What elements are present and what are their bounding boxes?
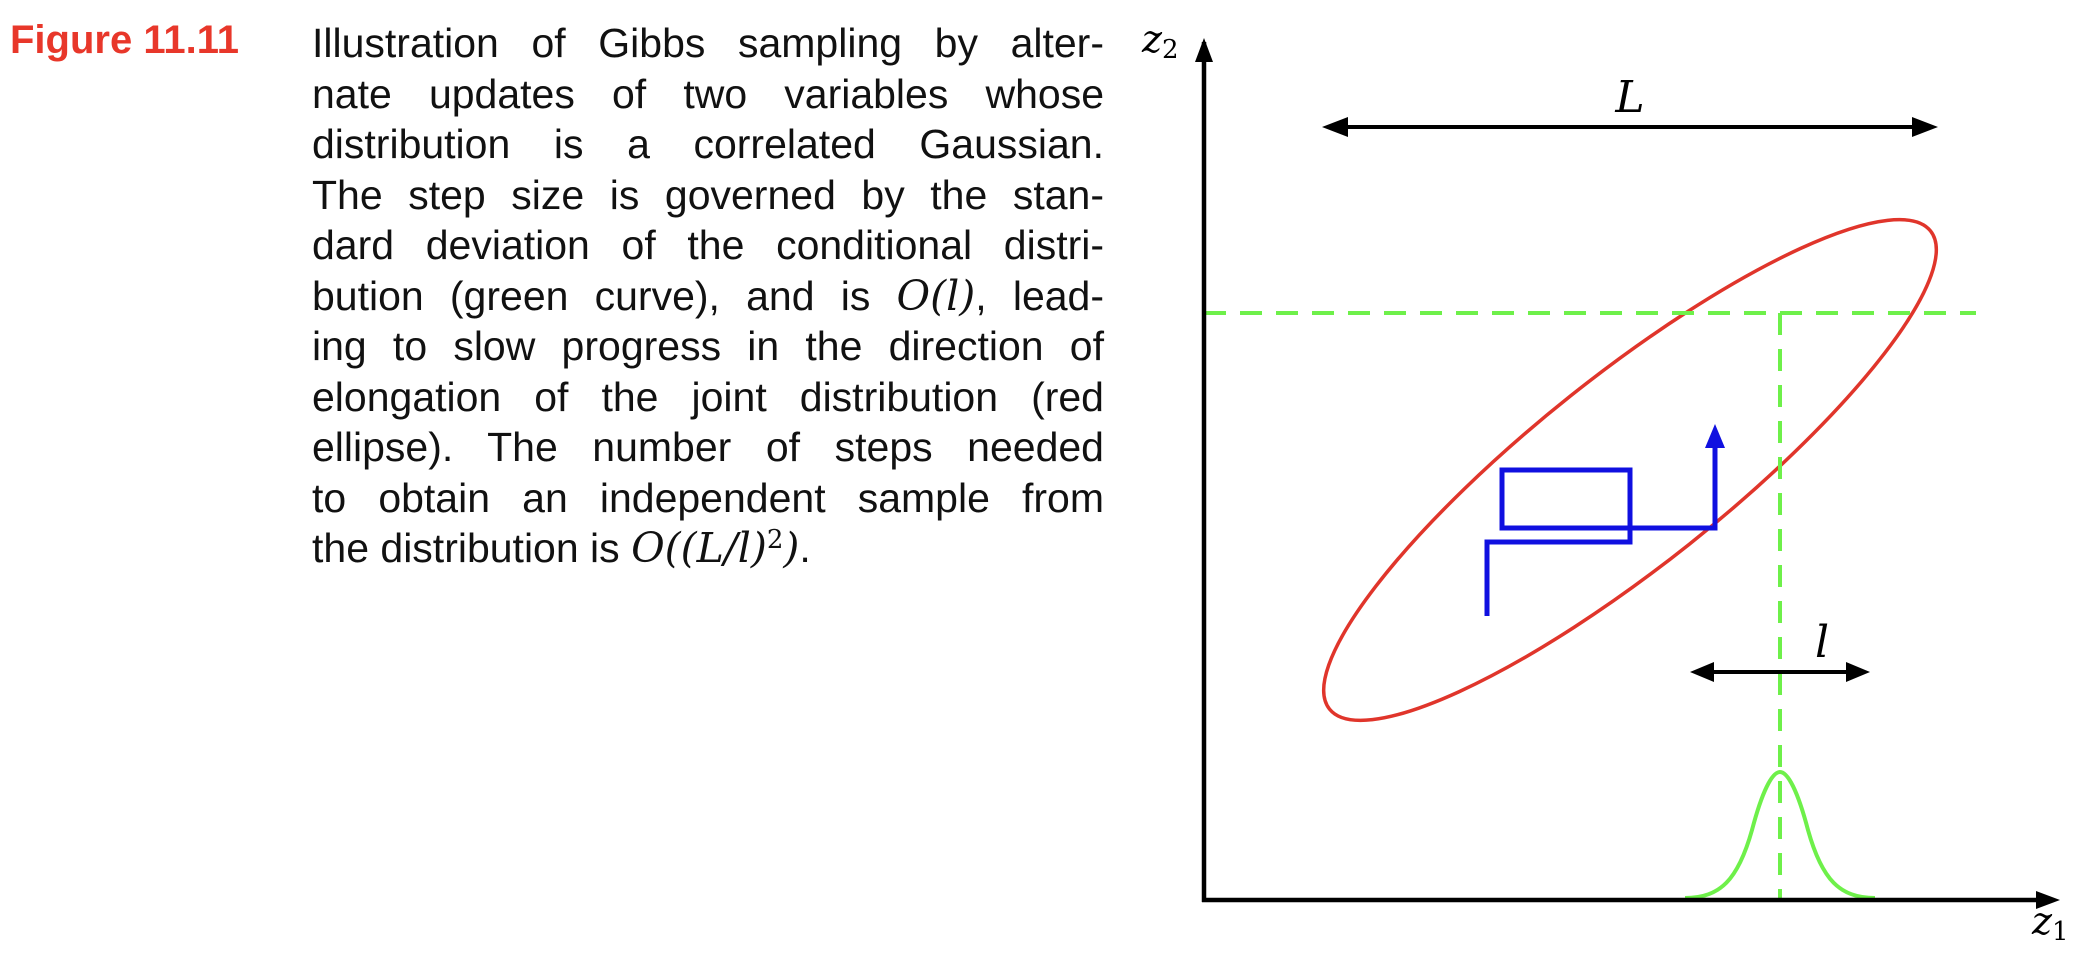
y-axis-arrowhead bbox=[1195, 38, 1213, 62]
caption-line-5: dard deviation of the conditional distri… bbox=[312, 222, 1104, 268]
x-axis-arrowhead bbox=[2036, 891, 2060, 909]
caption-line-6-pre: bution (green curve), and is bbox=[312, 272, 897, 319]
l-arrowhead-left bbox=[1690, 662, 1714, 682]
caption-math-steps: O((L/l)2) bbox=[631, 524, 800, 572]
x-axis-label: z1 bbox=[2031, 899, 2069, 947]
l-label: l bbox=[1815, 617, 1829, 668]
caption-line-1: Illustration of Gibbs sampling by alter- bbox=[312, 20, 1104, 66]
caption-math-step-size: O(l) bbox=[896, 271, 976, 320]
figure-label: Figure 11.11 bbox=[10, 18, 240, 62]
L-label: L bbox=[1614, 72, 1644, 123]
y-axis-label: z2 bbox=[1141, 17, 1179, 65]
caption-line-11: the distribution is O((L/l)2). bbox=[312, 523, 1104, 574]
caption-line-4: The step size is governed by the stan- bbox=[312, 171, 1104, 218]
caption-line-6-post: , lead- bbox=[975, 272, 1105, 319]
caption-line-7: ing to slow progress in the direction of bbox=[312, 323, 1104, 369]
joint-distribution-ellipse bbox=[1321, 217, 1939, 723]
L-arrowhead-left bbox=[1322, 117, 1348, 137]
caption-line-9: ellipse). The number of steps needed bbox=[312, 424, 1104, 470]
caption-line-8: elongation of the joint distribution (re… bbox=[312, 373, 1104, 420]
caption-line-11-post: . bbox=[799, 525, 811, 571]
conditional-distribution-curve bbox=[1684, 769, 1876, 900]
caption-line-3: distribution is a correlated Gaussian. bbox=[312, 121, 1104, 167]
L-arrowhead-right bbox=[1912, 117, 1938, 137]
gibbs-path-arrowhead bbox=[1705, 424, 1725, 448]
l-arrowhead-right bbox=[1846, 662, 1870, 682]
caption-line-11-pre: the distribution is bbox=[312, 525, 632, 571]
figure-caption: Illustration of Gibbs sampling by alter-… bbox=[312, 18, 1104, 574]
caption-line-6: bution (green curve), and is O(l), lead- bbox=[312, 271, 1104, 322]
caption-line-2: nate updates of two variables whose bbox=[312, 70, 1104, 117]
caption-line-10: to obtain an independent sample from bbox=[312, 474, 1104, 521]
gibbs-sampling-path bbox=[1484, 440, 1718, 616]
